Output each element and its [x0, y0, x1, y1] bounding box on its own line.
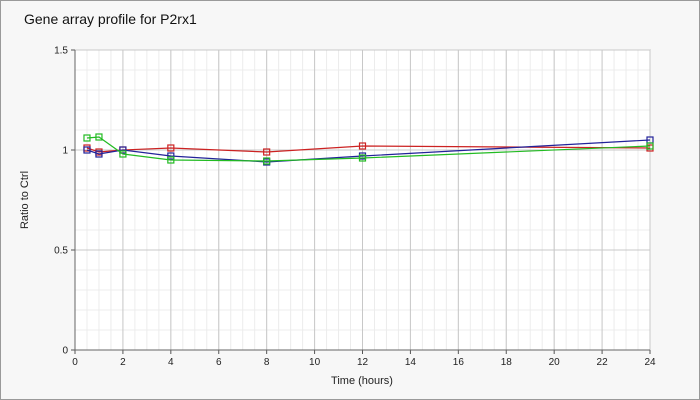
x-tick-label: 24 [644, 357, 656, 368]
data-point [263, 148, 271, 156]
chart-title: Gene array profile for P2rx1 [24, 11, 197, 27]
series-line [86, 139, 651, 163]
y-tick-label: 1.5 [54, 46, 68, 57]
data-point [646, 142, 654, 150]
data-point [119, 150, 127, 158]
x-tick-label: 2 [120, 357, 126, 368]
x-tick-label: 4 [168, 357, 174, 368]
data-point [119, 146, 127, 154]
series-3 [83, 133, 654, 165]
x-axis-label: Time (hours) [331, 375, 393, 387]
data-point [95, 133, 103, 141]
x-tick-label: 16 [453, 357, 465, 368]
data-point [83, 146, 91, 154]
data-point [167, 152, 175, 160]
x-tick-label: 0 [72, 357, 78, 368]
data-point [358, 142, 367, 150]
series-line [86, 145, 651, 153]
data-point [83, 134, 91, 142]
y-tick-label: 0 [62, 346, 68, 357]
y-tick-label: 0.5 [54, 246, 68, 257]
x-tick-label: 18 [501, 357, 513, 368]
data-point [167, 156, 175, 164]
x-tick-label: 6 [216, 357, 222, 368]
data-point [167, 144, 175, 152]
data-point [95, 150, 103, 158]
x-tick-label: 12 [357, 357, 369, 368]
y-axis-label: Ratio to Ctrl [19, 171, 31, 229]
x-tick-label: 14 [405, 357, 417, 368]
y-tick-label: 1 [62, 146, 68, 157]
x-tick-label: 8 [264, 357, 270, 368]
series-line [86, 136, 651, 162]
x-tick-label: 22 [597, 357, 609, 368]
data-point [263, 157, 271, 165]
x-tick-label: 20 [549, 357, 561, 368]
data-point [358, 154, 367, 162]
x-tick-label: 10 [309, 357, 321, 368]
